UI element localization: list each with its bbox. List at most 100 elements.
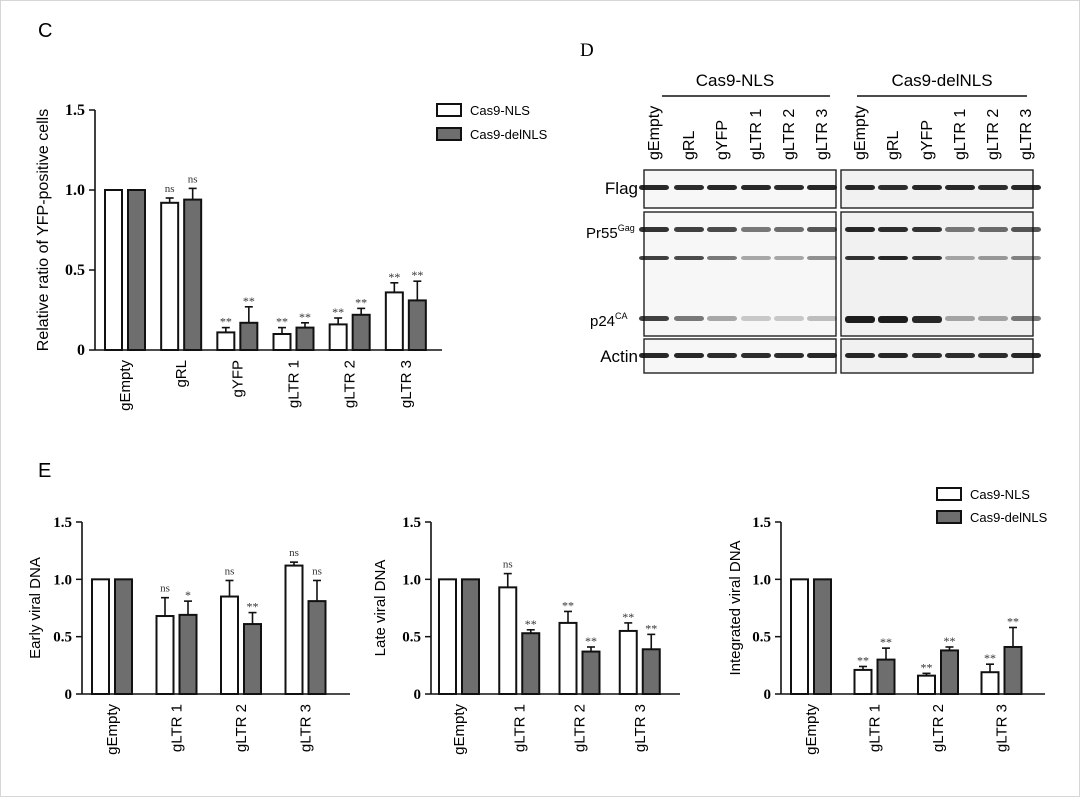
blot-row-label-pr55: Pr55Gag (586, 223, 635, 242)
band-p24ca (741, 316, 771, 321)
x-tick-label-gltr-2: gLTR 2 (233, 704, 250, 752)
significance-cas9-delnls-gltr-1: ** (525, 617, 537, 631)
y-axis-label: Late viral DNA (372, 560, 389, 657)
band-pr55gag (845, 227, 875, 232)
x-tick-label-gltr-2: gLTR 2 (342, 360, 359, 408)
panel-e-letter: E (38, 460, 51, 482)
significance-cas9-nls-gltr-3: ** (622, 610, 634, 624)
blot-membrane-flag-cas9-nls (643, 169, 837, 209)
band-actin (1011, 353, 1041, 358)
band-flag (639, 185, 669, 190)
y-tick-label: 1.5 (53, 515, 72, 531)
band-intermediate (807, 256, 837, 260)
band-pr55gag (774, 227, 804, 232)
band-actin (807, 353, 837, 358)
band-intermediate (945, 256, 975, 260)
significance-cas9-nls-grl: ns (165, 183, 175, 195)
significance-cas9-delnls-grl: ns (188, 173, 198, 185)
bar-cas9-delnls-gltr-1 (521, 632, 541, 696)
significance-cas9-nls-gltr-3: ns (289, 547, 299, 559)
band-intermediate (674, 256, 704, 260)
significance-cas9-delnls-gltr-2: ** (247, 600, 259, 614)
x-tick-label-gltr-1: gLTR 1 (867, 704, 884, 752)
significance-cas9-delnls-gltr-1: ** (880, 635, 892, 649)
significance-cas9-nls-gyfp: ** (220, 315, 232, 329)
panel-e-legend: Cas9-NLS Cas9-delNLS (936, 487, 1048, 525)
bar-cas9-delnls-gltr-3 (641, 648, 661, 696)
legend-swatch-cas9-delnls (936, 510, 962, 524)
blot-group-label-cas9-delnls: Cas9-delNLS (891, 71, 992, 90)
significance-cas9-delnls-gltr-3: ** (411, 268, 423, 282)
blot-lane-labels: gEmpty gRL gYFP gLTR 1 gLTR 2 gLTR 3 gEmpty gRL… (646, 106, 1035, 160)
significance-cas9-delnls-gltr-2: ** (355, 295, 367, 309)
lane-label-cas9-nls-gempty: gEmpty (646, 106, 663, 160)
band-pr55gag (945, 227, 975, 232)
blot-membrane-gag-cas9-delnls (840, 211, 1034, 337)
x-tick-label-gltr-3: gLTR 3 (994, 704, 1011, 752)
band-intermediate (978, 256, 1008, 260)
y-tick-label: 0.5 (65, 262, 85, 279)
lane-label-cas9-nls-gltr-2: gLTR 2 (781, 109, 798, 160)
bar-cas9-nls-gltr-1 (498, 586, 518, 695)
significance-cas9-delnls-gltr-3: ns (312, 565, 322, 577)
bar-cas9-delnls-gltr-3 (407, 299, 427, 351)
significance-cas9-nls-gltr-2: ns (225, 565, 235, 577)
band-pr55gag (1011, 227, 1041, 232)
band-pr55gag (978, 227, 1008, 232)
band-p24ca (912, 316, 942, 323)
significance-cas9-delnls-gltr-1: * (185, 588, 191, 602)
lane-label-cas9-nls-gltr-3: gLTR 3 (814, 109, 831, 160)
lane-label-cas9-delnls-gltr-2: gLTR 2 (985, 109, 1002, 160)
y-tick-label: 0.5 (53, 630, 72, 646)
band-intermediate (741, 256, 771, 260)
band-flag (845, 185, 875, 190)
band-p24ca (674, 316, 704, 321)
significance-cas9-delnls-gltr-1: ** (299, 310, 311, 324)
y-axis-label: Integrated viral DNA (727, 540, 744, 675)
legend-label-cas9-delnls: Cas9-delNLS (970, 510, 1048, 525)
band-pr55gag (674, 227, 704, 232)
lane-label-cas9-delnls-grl: gRL (885, 131, 902, 160)
bar-cas9-delnls-gempty (813, 578, 832, 695)
band-flag (878, 185, 908, 190)
blot-row-label-p24: p24CA (590, 311, 628, 330)
x-tick-label-gltr-3: gLTR 3 (398, 360, 415, 408)
band-actin (945, 353, 975, 358)
legend-label-cas9-nls: Cas9-NLS (470, 103, 530, 118)
band-flag (978, 185, 1008, 190)
bar-cas9-nls-gltr-2 (917, 674, 936, 695)
x-tick-label-gltr-1: gLTR 1 (286, 360, 303, 408)
panel-c-chart: 0 0.5 1.0 1.5 Relative ratio of YFP-positive… (35, 102, 442, 411)
band-intermediate (845, 256, 875, 260)
bar-cas9-nls-gltr-2 (220, 595, 239, 695)
band-flag (674, 185, 704, 190)
bar-cas9-nls-gltr-3 (618, 629, 638, 696)
panel-c-letter: C (38, 20, 52, 42)
band-actin (978, 353, 1008, 358)
bar-cas9-delnls-gltr-1 (876, 658, 896, 695)
bar-cas9-nls-gltr-3 (980, 671, 1000, 695)
x-tick-label-gempty: gEmpty (117, 360, 134, 411)
lane-label-cas9-nls-gltr-1: gLTR 1 (748, 109, 765, 160)
y-tick-label: 1.0 (402, 572, 421, 588)
x-tick-label-gempty: gEmpty (104, 704, 121, 755)
bar-cas9-delnls-gltr-3 (1003, 645, 1023, 696)
legend-label-cas9-delnls: Cas9-delNLS (470, 127, 548, 142)
legend-swatch-cas9-delnls (436, 127, 462, 141)
x-tick-label-grl: gRL (173, 360, 190, 388)
lane-label-cas9-delnls-gltr-3: gLTR 3 (1018, 109, 1035, 160)
bar-cas9-nls-gltr-2 (328, 323, 348, 351)
bar-cas9-delnls-grl (183, 198, 203, 351)
band-p24ca (945, 316, 975, 321)
x-tick-label-gltr-2: gLTR 2 (572, 704, 589, 752)
lane-label-cas9-nls-gyfp: gYFP (714, 120, 731, 160)
bar-cas9-delnls-gltr-2 (581, 650, 601, 695)
significance-cas9-delnls-gltr-2: ** (585, 634, 597, 648)
x-tick-label-gltr-2: gLTR 2 (930, 704, 947, 752)
bar-cas9-delnls-gltr-2 (351, 313, 371, 351)
blot-membrane-gag-cas9-nls (643, 211, 837, 337)
significance-cas9-nls-gltr-2: ** (562, 598, 574, 612)
x-tick-label-gltr-3: gLTR 3 (632, 704, 649, 752)
band-pr55gag (707, 227, 737, 232)
